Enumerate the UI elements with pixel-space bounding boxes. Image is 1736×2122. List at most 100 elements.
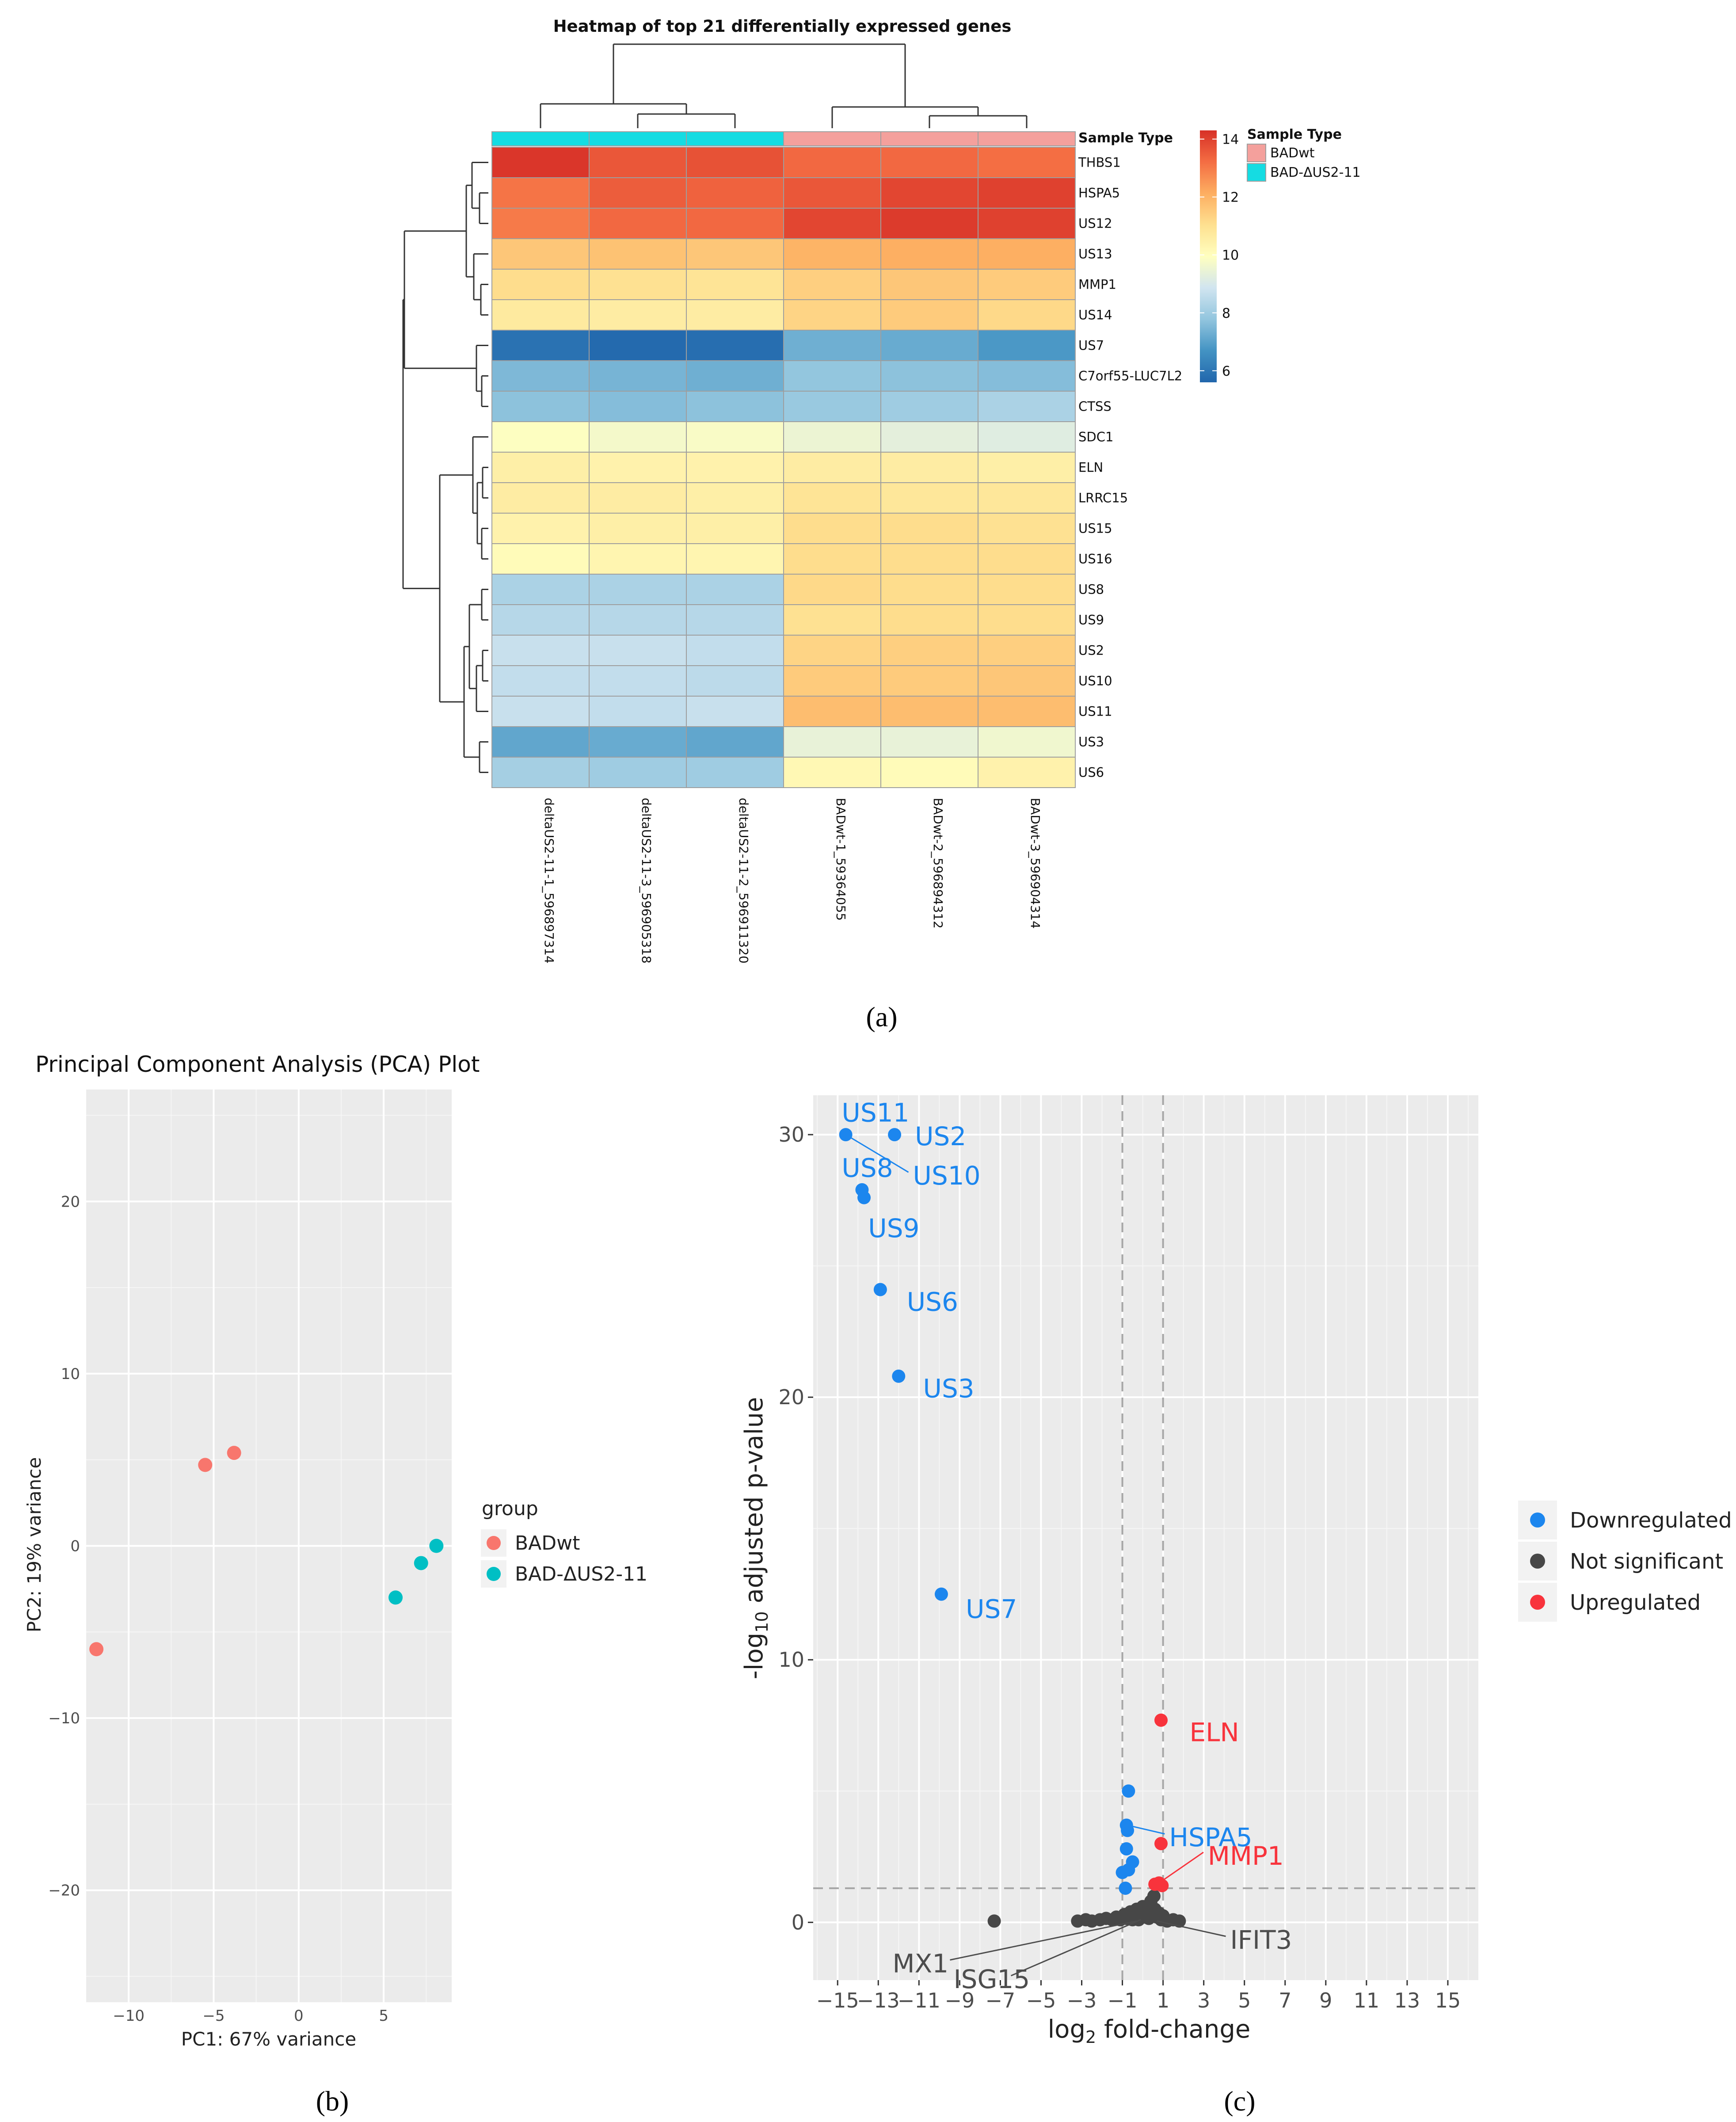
gene-label: US3 <box>923 1373 975 1403</box>
row-label: US9 <box>1078 613 1104 628</box>
volcano-x-tick: −9 <box>944 1989 975 2012</box>
heatmap-cell <box>491 360 590 392</box>
heatmap-cell <box>880 299 978 331</box>
gene-label: US8 <box>841 1153 893 1183</box>
heatmap-colorbar: 6 8 10 12 14 <box>1200 130 1239 382</box>
gene-label: ISG15 <box>954 1964 1030 1994</box>
heatmap-cell <box>589 482 687 514</box>
pca-x-tick: 0 <box>294 2007 304 2025</box>
heatmap-cell <box>686 696 784 727</box>
pca-gridlines <box>86 1090 452 2002</box>
heatmap-cell <box>589 604 687 636</box>
volcano-legend-key <box>1530 1595 1545 1610</box>
volcano-x-tick: −5 <box>1026 1989 1056 2012</box>
heatmap-cell <box>880 391 978 422</box>
colorbar-tick-label: 8 <box>1222 306 1230 321</box>
volcano-point <box>1122 1784 1135 1798</box>
pca-legend: group BADwt BAD-ΔUS2-11 <box>481 1497 647 1588</box>
row-label: MMP1 <box>1078 277 1116 292</box>
heatmap-cell <box>491 208 590 239</box>
heatmap-cell <box>783 330 881 361</box>
heatmap-cell <box>783 513 881 544</box>
heatmap-cell <box>686 604 784 636</box>
gene-label: US10 <box>913 1161 981 1191</box>
heatmap-cell <box>880 513 978 544</box>
volcano-x-tick: 1 <box>1157 1989 1169 2012</box>
volcano-point <box>873 1283 887 1296</box>
heatmap-cell <box>491 269 590 300</box>
heatmap-column-labels: deltaUS2-11-1_596897314 deltaUS2-11-3_596… <box>542 798 1043 964</box>
heatmap-cell <box>491 635 590 666</box>
heatmap-cell <box>491 665 590 697</box>
annotation-cell <box>491 131 590 146</box>
heatmap-cell <box>880 147 978 178</box>
heatmap-cell <box>589 452 687 483</box>
volcano-gridlines <box>813 1095 1478 1980</box>
heatmap-cell <box>491 452 590 483</box>
volcano-point <box>892 1369 906 1383</box>
volcano-x-tick: 5 <box>1238 1989 1251 2012</box>
heatmap-cell <box>783 757 881 788</box>
heatmap-cell <box>686 757 784 788</box>
heatmap-cell <box>589 177 687 209</box>
heatmap-cell <box>880 635 978 666</box>
heatmap-cell <box>589 635 687 666</box>
heatmap-cell <box>686 421 784 453</box>
row-label: CTSS <box>1078 399 1112 414</box>
volcano-legend-key <box>1530 1554 1545 1569</box>
heatmap-cell <box>783 726 881 758</box>
row-label: THBS1 <box>1078 155 1121 170</box>
heatmap-cell <box>686 726 784 758</box>
row-label: C7orf55-LUC7L2 <box>1078 369 1182 384</box>
pca-y-tick: 10 <box>61 1365 80 1383</box>
colorbar-gradient <box>1200 130 1217 382</box>
heatmap-cell <box>978 635 1076 666</box>
colorbar-tick-label: 14 <box>1222 132 1239 148</box>
heatmap-cell <box>589 574 687 605</box>
volcano-x-tick: 9 <box>1319 1989 1332 2012</box>
volcano-point <box>857 1191 871 1204</box>
volcano-point <box>1173 1914 1186 1928</box>
heatmap-cell <box>589 513 687 544</box>
heatmap-cell <box>686 391 784 422</box>
volcano-point <box>934 1587 948 1601</box>
legend-label: BADwt <box>1270 145 1315 161</box>
heatmap-cell <box>491 238 590 270</box>
pca-point <box>227 1446 241 1460</box>
volcano-points <box>839 1128 1186 1928</box>
heatmap-panel: Heatmap of top 21 differentially express… <box>402 17 1361 1032</box>
annotation-cell <box>686 131 784 146</box>
heatmap-cell <box>978 208 1076 239</box>
gene-label: US2 <box>915 1121 966 1151</box>
heatmap-cell <box>491 513 590 544</box>
sample-type-legend: Sample Type BADwt BAD-ΔUS2-11 <box>1247 127 1361 182</box>
heatmap-cell <box>783 543 881 575</box>
row-label: US3 <box>1078 735 1104 750</box>
volcano-x-tick: 11 <box>1354 1989 1380 2012</box>
heatmap-cell <box>880 665 978 697</box>
heatmap-cell <box>978 726 1076 758</box>
volcano-x-tick: −15 <box>816 1989 859 2012</box>
volcano-point <box>987 1914 1001 1928</box>
legend-swatch <box>1247 144 1266 162</box>
heatmap-cell <box>491 696 590 727</box>
heatmap-cell <box>589 147 687 178</box>
heatmap-cell <box>589 665 687 697</box>
volcano-legend-label: Not significant <box>1570 1549 1723 1574</box>
volcano-point <box>888 1128 902 1142</box>
heatmap-cell <box>978 513 1076 544</box>
heatmap-cell <box>978 421 1076 453</box>
pca-point <box>198 1458 213 1472</box>
pca-x-label: PC1: 67% variance <box>181 2028 356 2050</box>
heatmap-row-labels: THBS1 HSPA5 US12 US13 MMP1 US14 US7 C7orf55-LUC… <box>1078 155 1182 780</box>
heatmap-cell <box>783 238 881 270</box>
volcano-legend: Downregulated Not significant Upregulated <box>1518 1501 1732 1622</box>
pca-point <box>429 1539 444 1553</box>
heatmap-cell <box>880 757 978 788</box>
pca-tick-labels: −10 −5 0 5 −20 −10 0 10 20 <box>48 1193 388 2025</box>
volcano-legend-label: Downregulated <box>1570 1508 1732 1533</box>
heatmap-cell <box>783 208 881 239</box>
column-label: BADwt-1_59364055 <box>834 798 848 921</box>
row-label: US15 <box>1078 521 1112 536</box>
